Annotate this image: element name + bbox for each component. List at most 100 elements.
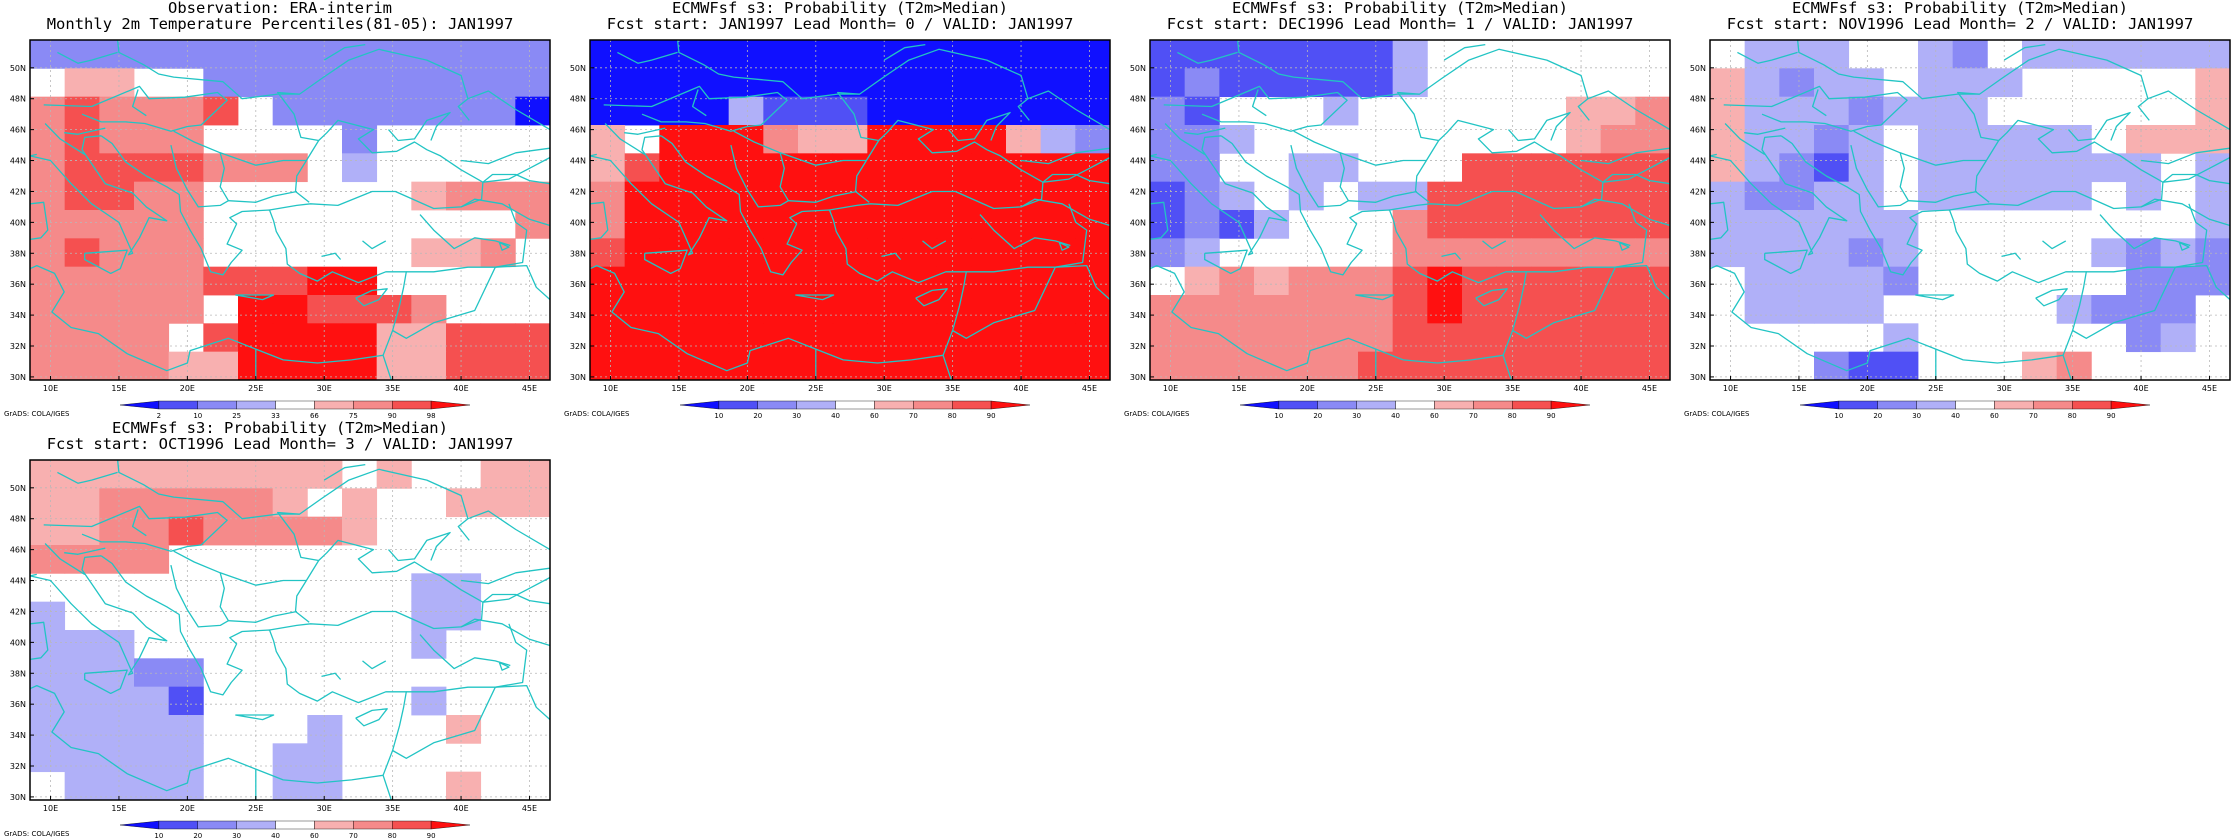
map-panel-lead-3: ECMWFsf s3: Probability (T2m>Median) Fcs…: [0, 420, 560, 840]
grid-cell: [307, 516, 343, 546]
coastline-path: [419, 634, 511, 670]
coastline-path: [1709, 201, 1729, 241]
grid-cell: [168, 516, 204, 546]
grid-cell: [64, 351, 100, 381]
colorbar-swatch: [1473, 400, 1513, 410]
colorbar-label: 90: [2107, 412, 2116, 420]
grid-cell: [480, 488, 516, 518]
grid-cell: [1392, 266, 1428, 296]
coastline-path: [2162, 173, 2231, 185]
coastline-path: [355, 708, 388, 727]
grid-cell: [99, 181, 135, 211]
colorbar-swatch: [1838, 400, 1878, 410]
grid-cell: [376, 460, 412, 489]
colorbar: 10 20 30 40 60 70 80 90: [679, 400, 1031, 420]
colorbar-label: 90: [1547, 412, 1556, 420]
grid-cell: [798, 210, 834, 239]
grid-cell: [64, 295, 100, 324]
grid-cell: [763, 68, 799, 98]
grid-cell: [2195, 181, 2231, 211]
grid-cell: [694, 295, 730, 324]
coastline-path: [321, 252, 342, 260]
grid-cell: [832, 266, 868, 296]
grid-cell: [64, 630, 100, 659]
probability-map: 30N 32N 34N 36N 38N 40N 42N 44N 46N 48N 50N 10E 15E 2…: [1130, 39, 1671, 420]
grid-cell: [203, 351, 239, 381]
coastline-path: [942, 355, 952, 381]
colorbar-swatch: [952, 400, 992, 410]
grid-cell: [515, 323, 551, 353]
coastline-path: [966, 203, 1088, 273]
coastline-path: [1177, 51, 1238, 64]
grid-cell: [342, 68, 378, 98]
grid-cell: [168, 771, 204, 801]
grid-cell: [1427, 295, 1463, 324]
grid-cell: [342, 516, 378, 546]
lon-tick-label: 20E: [180, 804, 195, 813]
grid-cell: [1219, 210, 1255, 239]
grid-cell: [307, 40, 343, 69]
grid-cell: [168, 238, 204, 268]
lon-tick-label: 30E: [1437, 384, 1452, 393]
colorbar-label: 40: [831, 412, 840, 420]
grid-cell: [307, 323, 343, 353]
grid-cell: [694, 181, 730, 211]
lat-tick-label: 36N: [1130, 280, 1146, 289]
coastline-path: [2178, 241, 2190, 251]
grid-cell: [2091, 238, 2127, 268]
colorbar-swatch: [119, 400, 160, 410]
colorbar-label: 30: [232, 832, 241, 840]
colorbar-swatch: [1799, 400, 1840, 410]
coastline-path: [57, 471, 118, 484]
coastline-path: [498, 241, 510, 251]
coastline-path: [355, 288, 388, 307]
grid-cell: [1006, 40, 1042, 69]
grid-cell: [1779, 266, 1815, 296]
grid-cell: [2056, 295, 2092, 324]
colorbar: 2 10 25 33 66 75 90 98: [119, 400, 471, 420]
colorbar-swatch: [392, 400, 432, 410]
lat-tick-label: 50N: [1130, 64, 1146, 73]
grid-cell: [30, 40, 66, 69]
coastline-path: [1502, 355, 1512, 381]
coastline-path: [1164, 123, 1206, 155]
grid-cell: [1566, 351, 1602, 381]
grid-cell: [936, 210, 972, 239]
credit-label: GrADS: COLA/IGES: [1684, 410, 1750, 418]
grid-cell: [64, 460, 100, 489]
grid-cell: [1254, 351, 1290, 381]
grid-cell: [64, 686, 100, 716]
grid-cell: [798, 68, 834, 98]
lat-tick-label: 36N: [570, 280, 586, 289]
grid-cell: [971, 238, 1007, 268]
grid-cell: [1600, 210, 1636, 239]
grid-cell: [1392, 210, 1428, 239]
grid-cell: [1184, 40, 1220, 69]
grid-cell: [1814, 295, 1850, 324]
grid-cell: [590, 153, 626, 183]
lat-tick-label: 32N: [1130, 342, 1146, 351]
grid-cell: [659, 153, 695, 183]
coastline-path: [1724, 123, 1766, 155]
probability-map: 30N 32N 34N 36N 38N 40N 42N 44N 46N 48N 50N 10E 15E 2…: [10, 459, 551, 840]
grid-cell: [307, 743, 343, 773]
grid-cell: [446, 96, 482, 126]
grid-cell: [1075, 68, 1111, 98]
colorbar-swatch: [1877, 400, 1917, 410]
grid-cell: [272, 295, 308, 324]
grid-cell: [1848, 96, 1884, 126]
panel-subtitle: Fcst start: OCT1996 Lead Month= 3 / VALI…: [46, 435, 514, 453]
lat-tick-label: 36N: [1690, 280, 1706, 289]
colorbar-swatch: [119, 820, 160, 830]
temperature-map: 30N 32N 34N 36N 38N 40N 42N 44N 46N 48N 50N 10E 15E 2…: [10, 39, 551, 420]
grid-cell: [134, 181, 170, 211]
grid-cell: [1814, 238, 1850, 268]
grid-cell: [1427, 323, 1463, 353]
coastline-path: [29, 573, 37, 577]
grid-cell: [1358, 295, 1394, 324]
grid-cell: [342, 96, 378, 126]
grid-cell: [1323, 351, 1359, 381]
grid-cell: [30, 351, 66, 381]
grid-cell: [2160, 295, 2196, 324]
coastline-path: [482, 156, 551, 183]
